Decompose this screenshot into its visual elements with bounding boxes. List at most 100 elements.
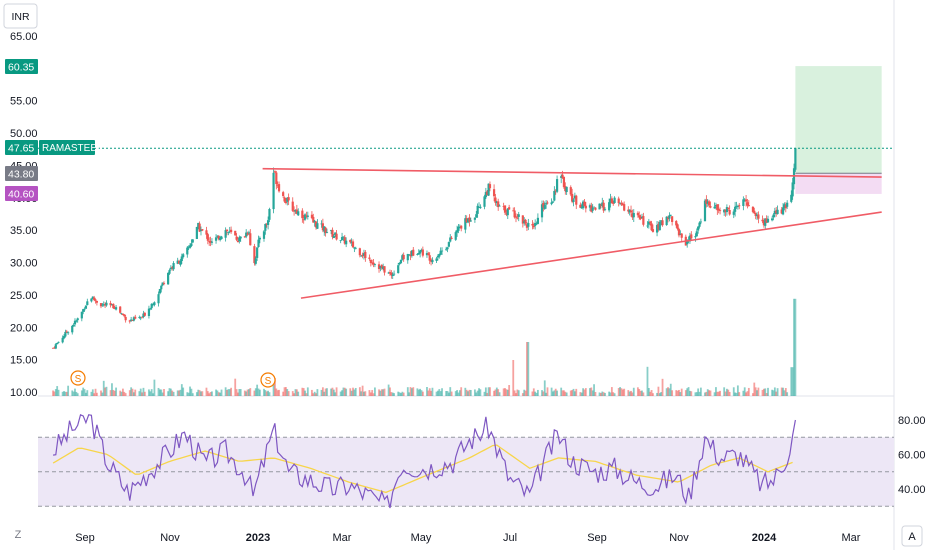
candle-body xyxy=(131,320,134,322)
candle-body xyxy=(655,225,659,233)
candle-body xyxy=(258,237,261,240)
volume-bar xyxy=(542,391,545,396)
time-axis[interactable]: Sep Nov 2023 Mar May Jul Sep Nov 2024 Mar xyxy=(75,532,861,544)
volume-bar xyxy=(478,388,480,396)
volume-bar xyxy=(561,390,564,396)
candle-body xyxy=(331,229,334,237)
candle-body xyxy=(757,214,760,219)
volume-bar xyxy=(465,389,468,396)
last-price-label: 47.65 xyxy=(8,143,34,155)
candle-body xyxy=(297,211,300,216)
candle-body xyxy=(743,199,746,201)
candle-body xyxy=(306,215,309,217)
candle-body xyxy=(329,230,333,231)
candle-body xyxy=(660,220,663,222)
candle-body xyxy=(245,232,248,237)
volume-bar xyxy=(494,389,497,396)
candle-body xyxy=(761,219,764,222)
volume-bar xyxy=(372,393,375,396)
candle-body xyxy=(487,183,490,196)
volume-bar xyxy=(474,389,476,396)
resistance-trendline[interactable] xyxy=(262,167,882,178)
volume-bar xyxy=(272,378,275,396)
volume-bar xyxy=(324,388,327,396)
candle-body xyxy=(82,309,85,312)
currency-button[interactable]: INR xyxy=(3,3,38,29)
volume-bar xyxy=(161,392,164,396)
volume-bar xyxy=(468,389,471,396)
candle-body xyxy=(498,205,501,207)
support-trendline[interactable] xyxy=(300,211,882,299)
volume-bar xyxy=(211,391,213,396)
volume-bar xyxy=(764,388,767,396)
candle-body xyxy=(524,219,527,224)
volume-bar xyxy=(150,389,153,396)
candle-body xyxy=(236,240,240,242)
candle-body xyxy=(465,218,468,223)
candle-body xyxy=(323,226,326,232)
volume-bar xyxy=(65,391,68,396)
candle-body xyxy=(754,213,757,216)
volume-bar xyxy=(531,391,534,396)
volume-bar xyxy=(230,387,233,396)
split-marker-1[interactable]: S xyxy=(70,370,86,386)
candle-body xyxy=(495,201,498,204)
auto-scale-button[interactable]: A xyxy=(901,525,923,547)
candle-body xyxy=(661,220,664,226)
zoom-button[interactable]: Z xyxy=(15,529,22,541)
candle-body xyxy=(772,214,775,218)
candle-body xyxy=(392,273,396,275)
candle-body xyxy=(420,249,423,252)
volume-bar xyxy=(257,388,260,396)
volume-bar xyxy=(187,392,190,396)
candle-body xyxy=(497,201,500,208)
volume-bar xyxy=(675,390,678,396)
volume-bar xyxy=(680,388,683,396)
candle-body xyxy=(91,296,94,300)
volume-bar xyxy=(569,390,572,396)
candle-body xyxy=(502,206,505,207)
candle-body xyxy=(699,221,702,223)
candle-body xyxy=(339,240,342,242)
candle-body xyxy=(214,237,218,241)
volume-bar xyxy=(400,393,402,396)
candle-body xyxy=(698,222,701,227)
split-marker-2[interactable]: S xyxy=(260,372,276,388)
candle-body xyxy=(67,332,70,334)
volume-bar xyxy=(469,389,472,396)
price-tick-label: 25.00 xyxy=(10,290,38,302)
volume-bar xyxy=(698,391,701,396)
volume-bar xyxy=(697,388,700,396)
volume-bar xyxy=(295,389,298,396)
candle-body xyxy=(369,259,372,264)
volume-bar xyxy=(178,390,180,396)
volume-bar xyxy=(709,390,712,396)
candle-body xyxy=(450,237,453,239)
volume-bar xyxy=(246,389,249,396)
candle-body xyxy=(506,208,509,216)
volume-bar xyxy=(256,384,259,396)
volume-bar xyxy=(171,390,174,396)
volume-bar xyxy=(527,342,530,396)
candle-body xyxy=(551,201,555,203)
candle-body xyxy=(716,204,719,211)
candle-body xyxy=(690,234,693,239)
volume-bar xyxy=(80,390,83,396)
candle-body xyxy=(764,218,767,226)
candle-body xyxy=(565,186,568,193)
volume-bar xyxy=(237,392,239,396)
volume-bar xyxy=(579,392,582,396)
candle-body xyxy=(440,250,444,252)
volume-bar xyxy=(326,388,328,396)
candle-body xyxy=(94,299,97,301)
candle-body xyxy=(168,270,171,274)
rsi-axis[interactable]: 40.00 60.00 80.00 xyxy=(898,415,926,496)
volume-bar xyxy=(497,389,500,396)
candle-body xyxy=(134,316,137,319)
volume-bar xyxy=(331,387,334,396)
target-zone xyxy=(795,66,882,174)
volume-bar xyxy=(775,391,778,396)
volume-bar xyxy=(189,386,191,396)
price-tick-label: 65.00 xyxy=(10,31,38,43)
